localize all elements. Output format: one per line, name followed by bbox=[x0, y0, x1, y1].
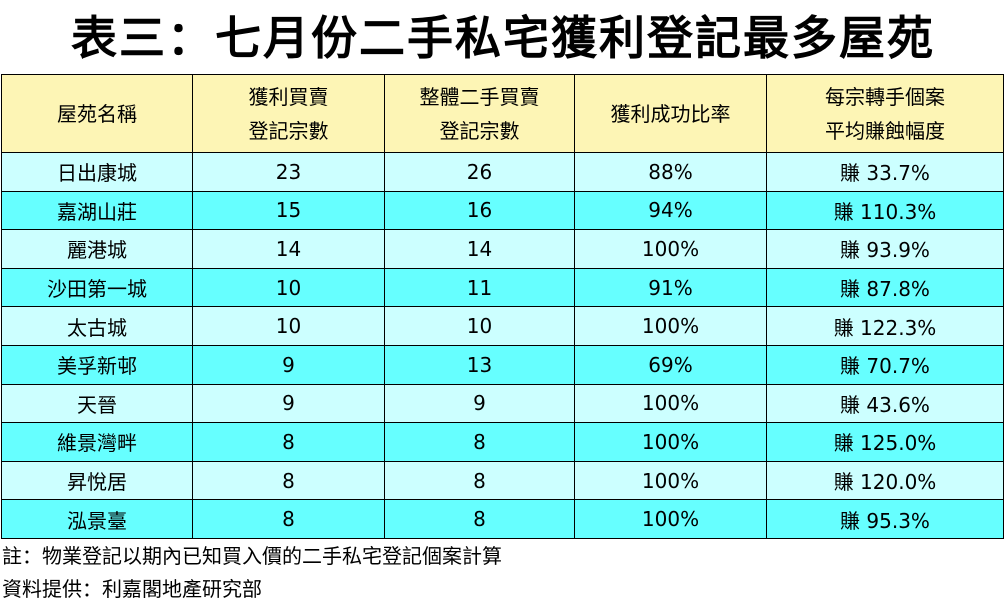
cell-avg-change: 賺 33.7% bbox=[766, 152, 1004, 192]
column-header-success-rate: 獲利成功比率 bbox=[574, 74, 767, 153]
cell-avg-change: 賺 70.7% bbox=[766, 344, 1004, 385]
cell-estate: 嘉湖山莊 bbox=[1, 190, 193, 231]
cell-total-count: 10 bbox=[384, 306, 575, 346]
cell-avg-change: 賺 120.0% bbox=[766, 460, 1004, 501]
cell-profit-count: 15 bbox=[192, 190, 385, 231]
source-credit: 資料提供：利嘉閣地產研究部 bbox=[2, 577, 262, 601]
cell-avg-change: 賺 87.8% bbox=[766, 267, 1004, 308]
cell-total-count: 8 bbox=[384, 422, 575, 462]
cell-total-count: 16 bbox=[384, 190, 575, 231]
cell-total-count: 9 bbox=[384, 383, 575, 424]
notes: 註：物業登記以期內已知買入價的二手私宅登記個案計算 資料提供：利嘉閣地產研究部 bbox=[2, 540, 502, 606]
cell-estate: 昇悅居 bbox=[1, 460, 193, 501]
column-header-line: 每宗轉手個案 bbox=[825, 84, 945, 109]
table-body: 日出康城 23 26 88% 賺 33.7% 嘉湖山莊 15 16 94% 賺 110.3% 麗港城… bbox=[1, 152, 1004, 539]
column-header-avg-change: 每宗轉手個案 平均賺蝕幅度 bbox=[766, 74, 1004, 153]
table-row: 麗港城 14 14 100% 賺 93.9% bbox=[1, 229, 1004, 269]
column-header-total-count: 整體二手買賣 登記宗數 bbox=[384, 74, 575, 153]
cell-total-count: 14 bbox=[384, 229, 575, 269]
cell-profit-count: 8 bbox=[192, 460, 385, 501]
cell-success-rate: 100% bbox=[574, 422, 767, 462]
cell-total-count: 11 bbox=[384, 267, 575, 308]
column-header-line: 屋苑名稱 bbox=[57, 101, 137, 126]
column-header-line: 平均賺蝕幅度 bbox=[825, 118, 945, 143]
cell-estate: 太古城 bbox=[1, 306, 193, 346]
cell-avg-change: 賺 110.3% bbox=[766, 190, 1004, 231]
column-header-line: 整體二手買賣 bbox=[419, 84, 540, 109]
cell-success-rate: 91% bbox=[574, 267, 767, 308]
cell-profit-count: 8 bbox=[192, 499, 385, 539]
cell-estate: 維景灣畔 bbox=[1, 422, 193, 462]
cell-avg-change: 賺 93.9% bbox=[766, 229, 1004, 269]
cell-avg-change: 賺 122.3% bbox=[766, 306, 1004, 346]
cell-estate: 天晉 bbox=[1, 383, 193, 424]
table-row: 太古城 10 10 100% 賺 122.3% bbox=[1, 306, 1004, 346]
cell-success-rate: 100% bbox=[574, 306, 767, 346]
data-table: 屋苑名稱 獲利買賣 登記宗數 整體二手買賣 登記宗數 獲利成功比率 每宗轉手個案… bbox=[1, 74, 1004, 539]
cell-profit-count: 14 bbox=[192, 229, 385, 269]
cell-avg-change: 賺 125.0% bbox=[766, 422, 1004, 462]
cell-profit-count: 8 bbox=[192, 422, 385, 462]
page-title: 表三：七月份二手私宅獲利登記最多屋苑 bbox=[71, 11, 935, 65]
footnote: 註：物業登記以期內已知買入價的二手私宅登記個案計算 bbox=[2, 544, 502, 568]
column-header-profit-count: 獲利買賣 登記宗數 bbox=[192, 74, 385, 153]
cell-profit-count: 10 bbox=[192, 267, 385, 308]
column-header-line: 登記宗數 bbox=[248, 118, 329, 143]
cell-profit-count: 9 bbox=[192, 344, 385, 385]
cell-estate: 泓景臺 bbox=[1, 499, 193, 539]
cell-profit-count: 10 bbox=[192, 306, 385, 346]
cell-estate: 日出康城 bbox=[1, 152, 193, 192]
cell-total-count: 8 bbox=[384, 460, 575, 501]
table-row: 維景灣畔 8 8 100% 賺 125.0% bbox=[1, 422, 1004, 462]
table-row: 嘉湖山莊 15 16 94% 賺 110.3% bbox=[1, 190, 1004, 231]
cell-success-rate: 94% bbox=[574, 190, 767, 231]
cell-avg-change: 賺 43.6% bbox=[766, 383, 1004, 424]
cell-estate: 美孚新邨 bbox=[1, 344, 193, 385]
cell-success-rate: 100% bbox=[574, 499, 767, 539]
table-row: 美孚新邨 9 13 69% 賺 70.7% bbox=[1, 344, 1004, 385]
header-row: 屋苑名稱 獲利買賣 登記宗數 整體二手買賣 登記宗數 獲利成功比率 每宗轉手個案… bbox=[1, 74, 1004, 153]
cell-total-count: 26 bbox=[384, 152, 575, 192]
table-row: 沙田第一城 10 11 91% 賺 87.8% bbox=[1, 267, 1004, 308]
cell-success-rate: 88% bbox=[574, 152, 767, 192]
column-header-estate: 屋苑名稱 bbox=[1, 74, 193, 153]
table-row: 泓景臺 8 8 100% 賺 95.3% bbox=[1, 499, 1004, 539]
table-row: 天晉 9 9 100% 賺 43.6% bbox=[1, 383, 1004, 424]
cell-profit-count: 9 bbox=[192, 383, 385, 424]
cell-success-rate: 100% bbox=[574, 229, 767, 269]
table-row: 昇悅居 8 8 100% 賺 120.0% bbox=[1, 460, 1004, 501]
cell-profit-count: 23 bbox=[192, 152, 385, 192]
cell-estate: 沙田第一城 bbox=[1, 267, 193, 308]
cell-success-rate: 100% bbox=[574, 383, 767, 424]
column-header-line: 獲利成功比率 bbox=[610, 101, 731, 126]
cell-estate: 麗港城 bbox=[1, 229, 193, 269]
column-header-line: 登記宗數 bbox=[439, 118, 520, 143]
cell-avg-change: 賺 95.3% bbox=[766, 499, 1004, 539]
cell-total-count: 13 bbox=[384, 344, 575, 385]
cell-success-rate: 69% bbox=[574, 344, 767, 385]
column-header-line: 獲利買賣 bbox=[248, 84, 329, 109]
cell-success-rate: 100% bbox=[574, 460, 767, 501]
cell-total-count: 8 bbox=[384, 499, 575, 539]
table-row: 日出康城 23 26 88% 賺 33.7% bbox=[1, 152, 1004, 192]
